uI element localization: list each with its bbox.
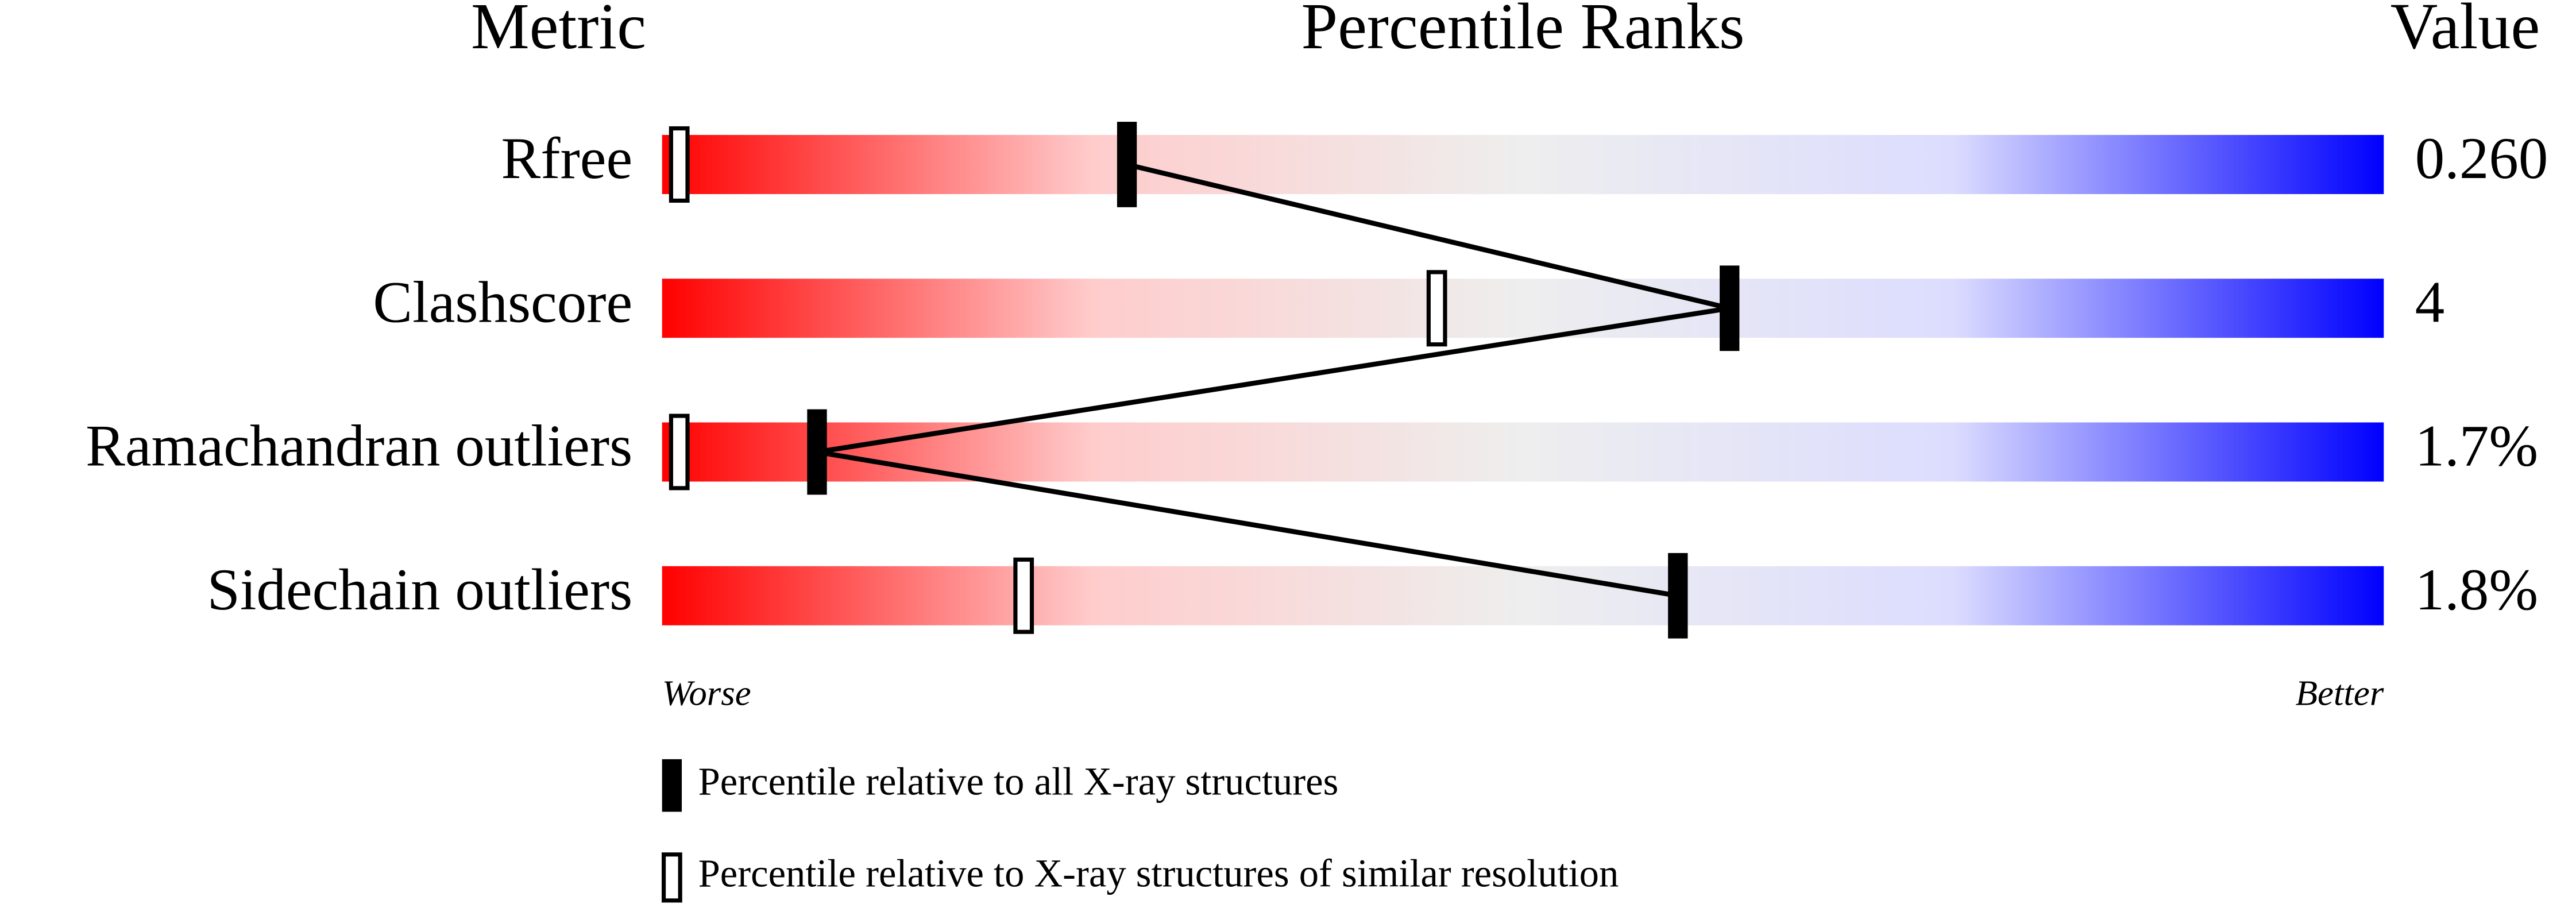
legend-marker xyxy=(661,852,682,903)
x-label-low: Worse xyxy=(662,673,751,713)
absolute-marker xyxy=(1720,265,1740,351)
header-percentile: Percentile Ranks xyxy=(1301,0,1745,63)
header-value: Value xyxy=(2390,0,2540,63)
legend-marker xyxy=(662,759,682,812)
relative-marker xyxy=(1426,270,1447,347)
metric-label: Ramachandran outliers xyxy=(86,414,632,479)
metric-value: 1.7% xyxy=(2415,414,2539,479)
relative-marker xyxy=(669,126,690,203)
metric-value: 4 xyxy=(2415,269,2444,335)
percentile-bar xyxy=(662,134,2384,194)
metric-label: Sidechain outliers xyxy=(207,557,633,623)
header-metric: Metric xyxy=(471,0,646,63)
metric-value: 1.8% xyxy=(2415,557,2539,623)
percentile-bar xyxy=(662,422,2384,482)
percentile-bar xyxy=(662,279,2384,338)
absolute-marker xyxy=(1668,553,1688,639)
x-label-high: Better xyxy=(2296,673,2384,713)
absolute-marker xyxy=(807,409,827,495)
percentile-connector xyxy=(816,162,1731,598)
metric-label: Clashscore xyxy=(373,269,632,335)
legend-label: Percentile relative to X-ray structures … xyxy=(698,852,1619,895)
absolute-marker xyxy=(1117,122,1137,207)
percentile-bar xyxy=(662,566,2384,625)
metric-value: 0.260 xyxy=(2415,126,2548,191)
legend-label: Percentile relative to all X-ray structu… xyxy=(698,759,1339,803)
metric-label: Rfree xyxy=(501,126,633,191)
relative-marker xyxy=(1013,557,1034,634)
relative-marker xyxy=(669,414,690,490)
